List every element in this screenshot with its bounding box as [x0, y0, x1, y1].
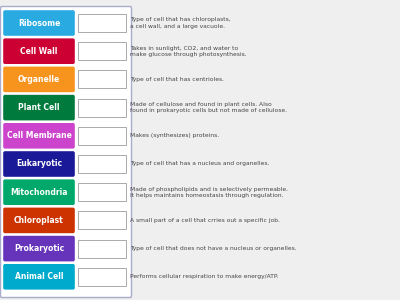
Text: Mitochondria: Mitochondria	[10, 188, 68, 197]
FancyBboxPatch shape	[3, 10, 75, 36]
FancyBboxPatch shape	[3, 151, 75, 177]
Text: Takes in sunlight, CO2, and water to
make glucose through photosynthesis.: Takes in sunlight, CO2, and water to mak…	[130, 46, 247, 57]
Text: Cell Wall: Cell Wall	[20, 47, 58, 56]
FancyBboxPatch shape	[78, 70, 126, 88]
FancyBboxPatch shape	[78, 155, 126, 173]
FancyBboxPatch shape	[3, 208, 75, 233]
Text: Type of cell that has centrioles.: Type of cell that has centrioles.	[130, 77, 224, 82]
FancyBboxPatch shape	[78, 42, 126, 60]
FancyBboxPatch shape	[78, 268, 126, 286]
FancyBboxPatch shape	[78, 14, 126, 32]
FancyBboxPatch shape	[3, 67, 75, 92]
Text: Eukaryotic: Eukaryotic	[16, 160, 62, 169]
FancyBboxPatch shape	[78, 127, 126, 145]
Text: Animal Cell: Animal Cell	[15, 272, 63, 281]
Text: Type of cell that has a nucleus and organelles.: Type of cell that has a nucleus and orga…	[130, 161, 269, 166]
FancyBboxPatch shape	[78, 99, 126, 117]
FancyBboxPatch shape	[78, 240, 126, 258]
FancyBboxPatch shape	[78, 212, 126, 230]
Text: Organelle: Organelle	[18, 75, 60, 84]
Text: A small part of a cell that crries out a specific job.: A small part of a cell that crries out a…	[130, 218, 280, 223]
FancyBboxPatch shape	[3, 264, 75, 290]
FancyBboxPatch shape	[3, 236, 75, 261]
FancyBboxPatch shape	[0, 7, 132, 298]
Text: Made of phospholipids and is selectively permeable.
It helps maintains homeostas: Made of phospholipids and is selectively…	[130, 187, 288, 198]
Text: Made of cellulose and found in plant cells. Also
found in prokaryotic cells but : Made of cellulose and found in plant cel…	[130, 102, 287, 113]
FancyBboxPatch shape	[3, 95, 75, 120]
Text: Ribosome: Ribosome	[18, 19, 60, 28]
FancyBboxPatch shape	[3, 123, 75, 148]
FancyBboxPatch shape	[3, 179, 75, 205]
Text: Prokaryotic: Prokaryotic	[14, 244, 64, 253]
Text: Cell Membrane: Cell Membrane	[6, 131, 72, 140]
Text: Plant Cell: Plant Cell	[18, 103, 60, 112]
Text: Makes (synthesizes) proteins.: Makes (synthesizes) proteins.	[130, 133, 219, 138]
Text: Performs cellular respiration to make energy/ATP.: Performs cellular respiration to make en…	[130, 274, 278, 279]
Text: Type of cell that has chloroplasts,
a cell wall, and a large vacuole.: Type of cell that has chloroplasts, a ce…	[130, 17, 231, 28]
FancyBboxPatch shape	[78, 183, 126, 201]
Text: Type of cell that does not have a nucleus or organelles.: Type of cell that does not have a nucleu…	[130, 246, 297, 251]
FancyBboxPatch shape	[3, 38, 75, 64]
Text: Chloroplast: Chloroplast	[14, 216, 64, 225]
